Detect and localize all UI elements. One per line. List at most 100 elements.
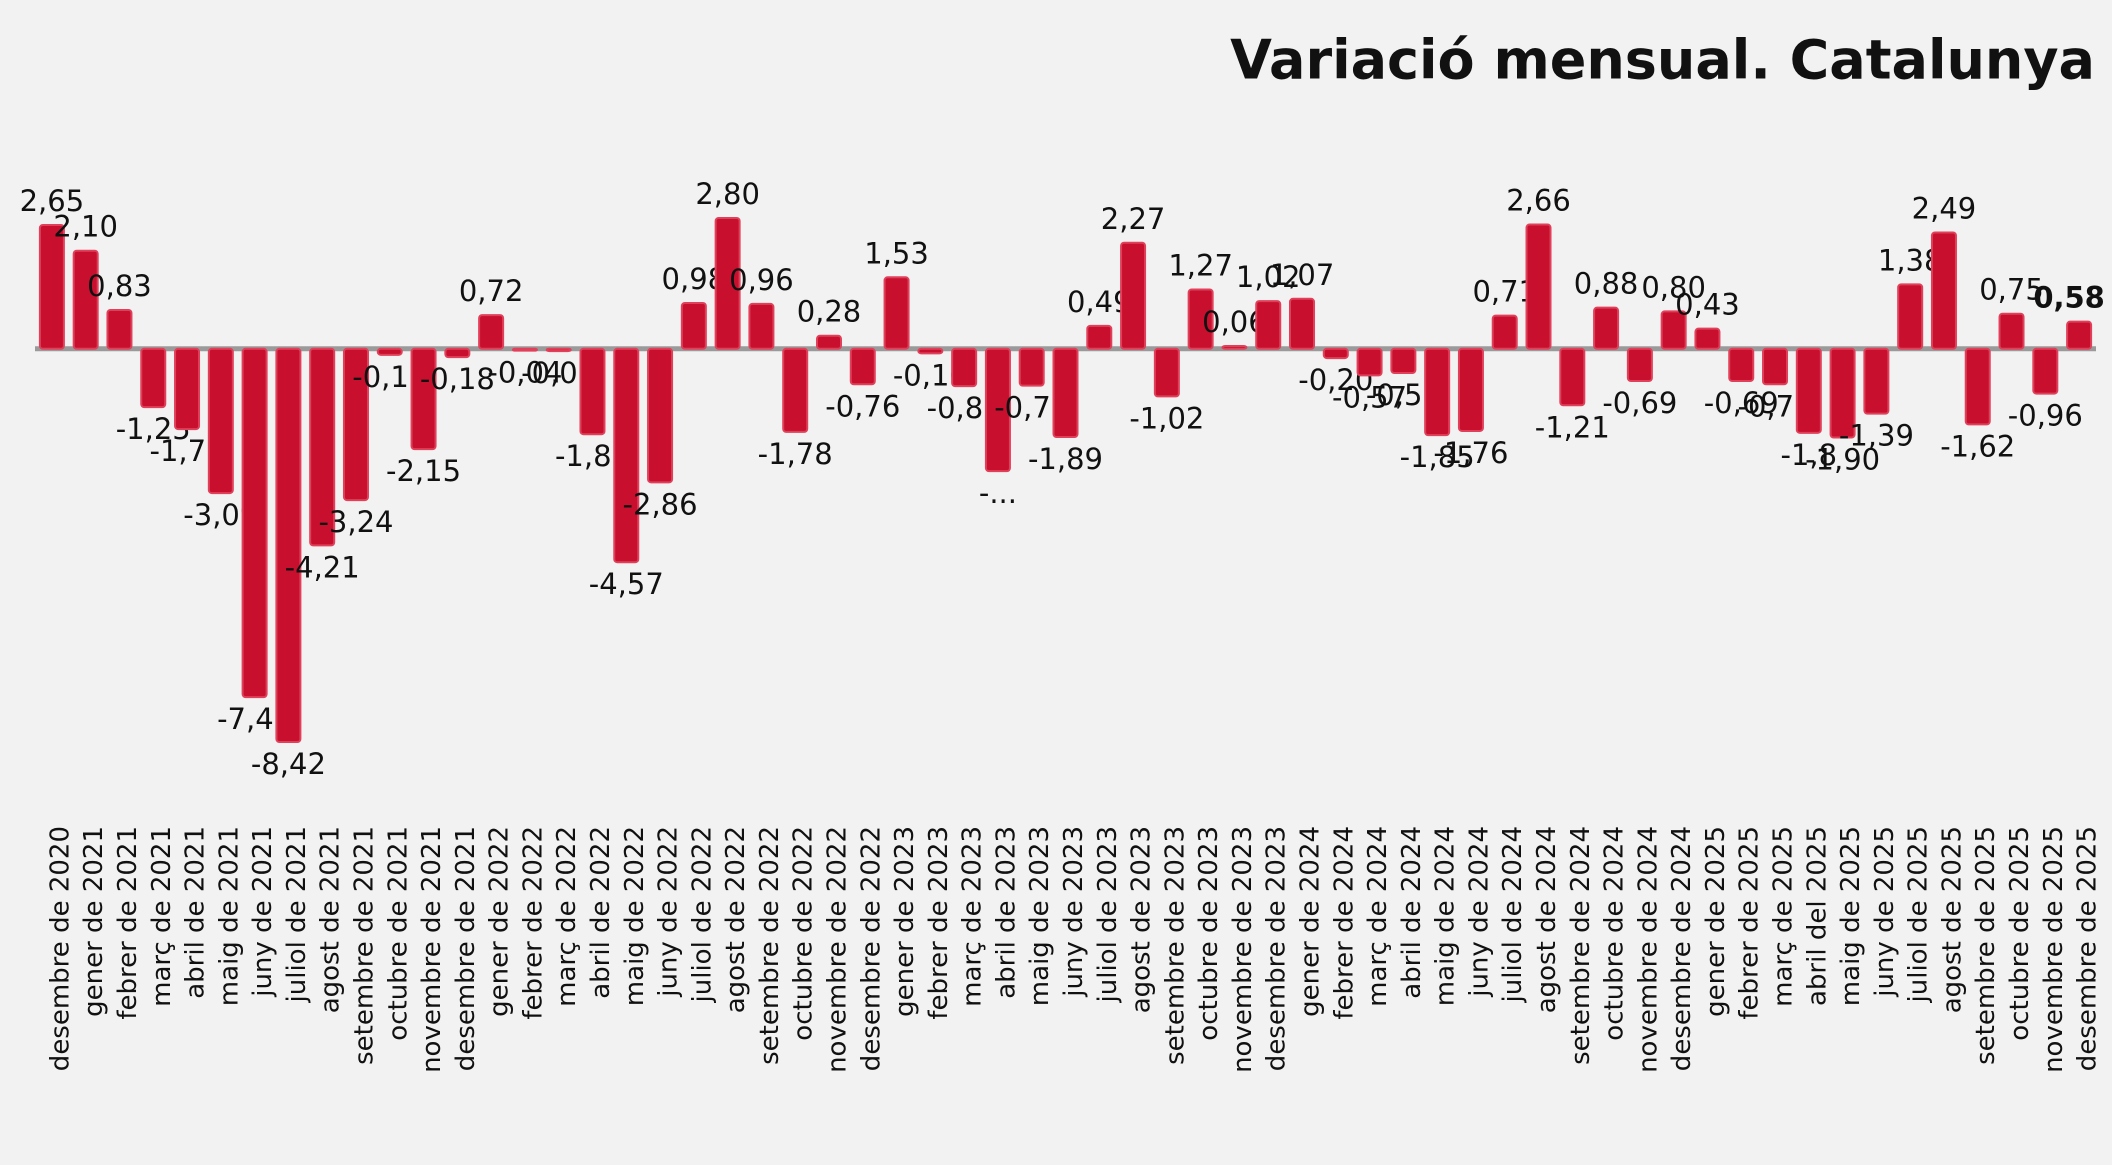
x-tick-label: maig de 2023 [1025, 826, 1055, 1006]
bar [1559, 347, 1586, 407]
bar [1221, 344, 1248, 350]
x-tick-label: juny de 2021 [248, 826, 278, 998]
x-tick-label: octubre de 2021 [383, 826, 413, 1041]
x-tick-label: setembre de 2022 [755, 826, 785, 1065]
x-tick-label: setembre de 2023 [1160, 826, 1190, 1065]
bar [207, 347, 234, 495]
bar [1187, 288, 1214, 350]
x-tick-label: abril de 2023 [991, 826, 1021, 999]
x-tick-label: octubre de 2024 [1600, 826, 1630, 1041]
x-tick-label: agost de 2021 [316, 826, 346, 1013]
x-tick-label: desembre de 2023 [1262, 826, 1292, 1071]
x-tick-label: juny de 2024 [1464, 826, 1494, 998]
x-tick-label: març de 2024 [1363, 826, 1393, 1007]
bar [815, 334, 842, 350]
x-tick-label: agost de 2023 [1127, 826, 1157, 1013]
x-tick-label: novembre de 2023 [1228, 826, 1258, 1073]
value-label: 1,07 [1270, 258, 1335, 292]
bar [72, 249, 99, 350]
x-tick-label: juliol de 2025 [1904, 826, 1934, 1003]
bar [410, 347, 437, 451]
x-tick-label: octubre de 2023 [1194, 826, 1224, 1041]
bar [1593, 306, 1620, 350]
bar [2032, 347, 2059, 395]
x-tick-label: abril de 2024 [1397, 826, 1427, 999]
value-label: 0,88 [1574, 267, 1639, 301]
bar [1390, 347, 1417, 375]
value-label: -1,90 [1805, 443, 1880, 477]
bar [1289, 297, 1316, 350]
value-label: -2,86 [623, 487, 698, 521]
x-tick-label: gener de 2024 [1296, 826, 1326, 1017]
bar [1491, 314, 1518, 350]
bar [511, 347, 538, 352]
x-tick-label: juliol de 2021 [282, 826, 312, 1003]
bar [1457, 347, 1484, 432]
value-label: 0,96 [729, 263, 794, 297]
bar [275, 347, 302, 743]
x-tick-label: desembre de 2022 [856, 826, 886, 1071]
value-label: -8,42 [251, 747, 326, 781]
x-tick-label: març de 2025 [1769, 826, 1799, 1007]
x-tick-label: maig de 2025 [1836, 826, 1866, 1006]
bar [1863, 347, 1890, 415]
x-tick-label: abril del 2025 [1802, 826, 1832, 1006]
bar [106, 309, 133, 350]
x-tick-label: febrer de 2023 [924, 826, 954, 1020]
value-label: -3,24 [318, 505, 393, 539]
x-tick-label: gener de 2021 [79, 826, 109, 1017]
bar [342, 347, 369, 502]
value-label: -0,18 [420, 362, 495, 396]
bar [1964, 347, 1991, 426]
x-tick-label: novembre de 2025 [2039, 826, 2069, 1073]
value-label: -1,21 [1535, 410, 1610, 444]
bar [1930, 231, 1957, 350]
bar [444, 347, 471, 359]
x-tick-label: març de 2022 [552, 826, 582, 1007]
x-tick-label: desembre de 2025 [2073, 826, 2103, 1071]
bar [1120, 241, 1147, 350]
value-label: -2,15 [386, 454, 461, 488]
bar [1728, 347, 1755, 382]
bar [917, 347, 944, 355]
value-label: -1,39 [1839, 419, 1914, 453]
value-label: 0,28 [797, 295, 862, 329]
bar [1052, 347, 1079, 439]
chart-title: Variació mensual. Catalunya [1230, 29, 2095, 92]
value-label: 0,72 [459, 274, 524, 308]
value-label: 0,58 [2033, 281, 2105, 315]
x-tick-label: març de 2023 [958, 826, 988, 1007]
x-tick-label: febrer de 2024 [1329, 826, 1359, 1020]
bar [1424, 347, 1451, 437]
bar [849, 347, 876, 386]
x-tick-label: febrer de 2022 [518, 826, 548, 1020]
bar [1525, 223, 1552, 350]
value-label: -1,8 [1781, 438, 1838, 472]
x-tick-label: juny de 2022 [654, 826, 684, 998]
bar [1322, 347, 1349, 360]
bar [1998, 312, 2025, 350]
x-tick-label: juliol de 2024 [1498, 826, 1528, 1003]
x-tick-label: novembre de 2022 [822, 826, 852, 1073]
x-tick-label: gener de 2022 [485, 826, 515, 1017]
bar [680, 301, 707, 350]
bar [1086, 324, 1113, 350]
bar [2066, 320, 2093, 350]
x-tick-label: novembre de 2024 [1633, 826, 1663, 1073]
x-tick-label: agost de 2024 [1532, 826, 1562, 1013]
bar [478, 314, 505, 350]
x-tick-label: octubre de 2022 [789, 826, 819, 1041]
x-tick-label: febrer de 2025 [1735, 826, 1765, 1020]
value-label: 2,66 [1506, 184, 1571, 218]
bar [1018, 347, 1045, 387]
x-tick-label: octubre de 2025 [2005, 826, 2035, 1041]
value-label: -4,57 [589, 567, 664, 601]
x-tick-label: desembre de 2021 [451, 826, 481, 1071]
value-label: -1,85 [1400, 440, 1475, 474]
value-label: -0,57 [1332, 380, 1407, 414]
x-tick-label: novembre de 2021 [417, 826, 447, 1073]
value-label: 0,83 [87, 269, 152, 303]
value-label: -0,04 [487, 356, 562, 390]
value-label: -0,69 [1602, 386, 1677, 420]
